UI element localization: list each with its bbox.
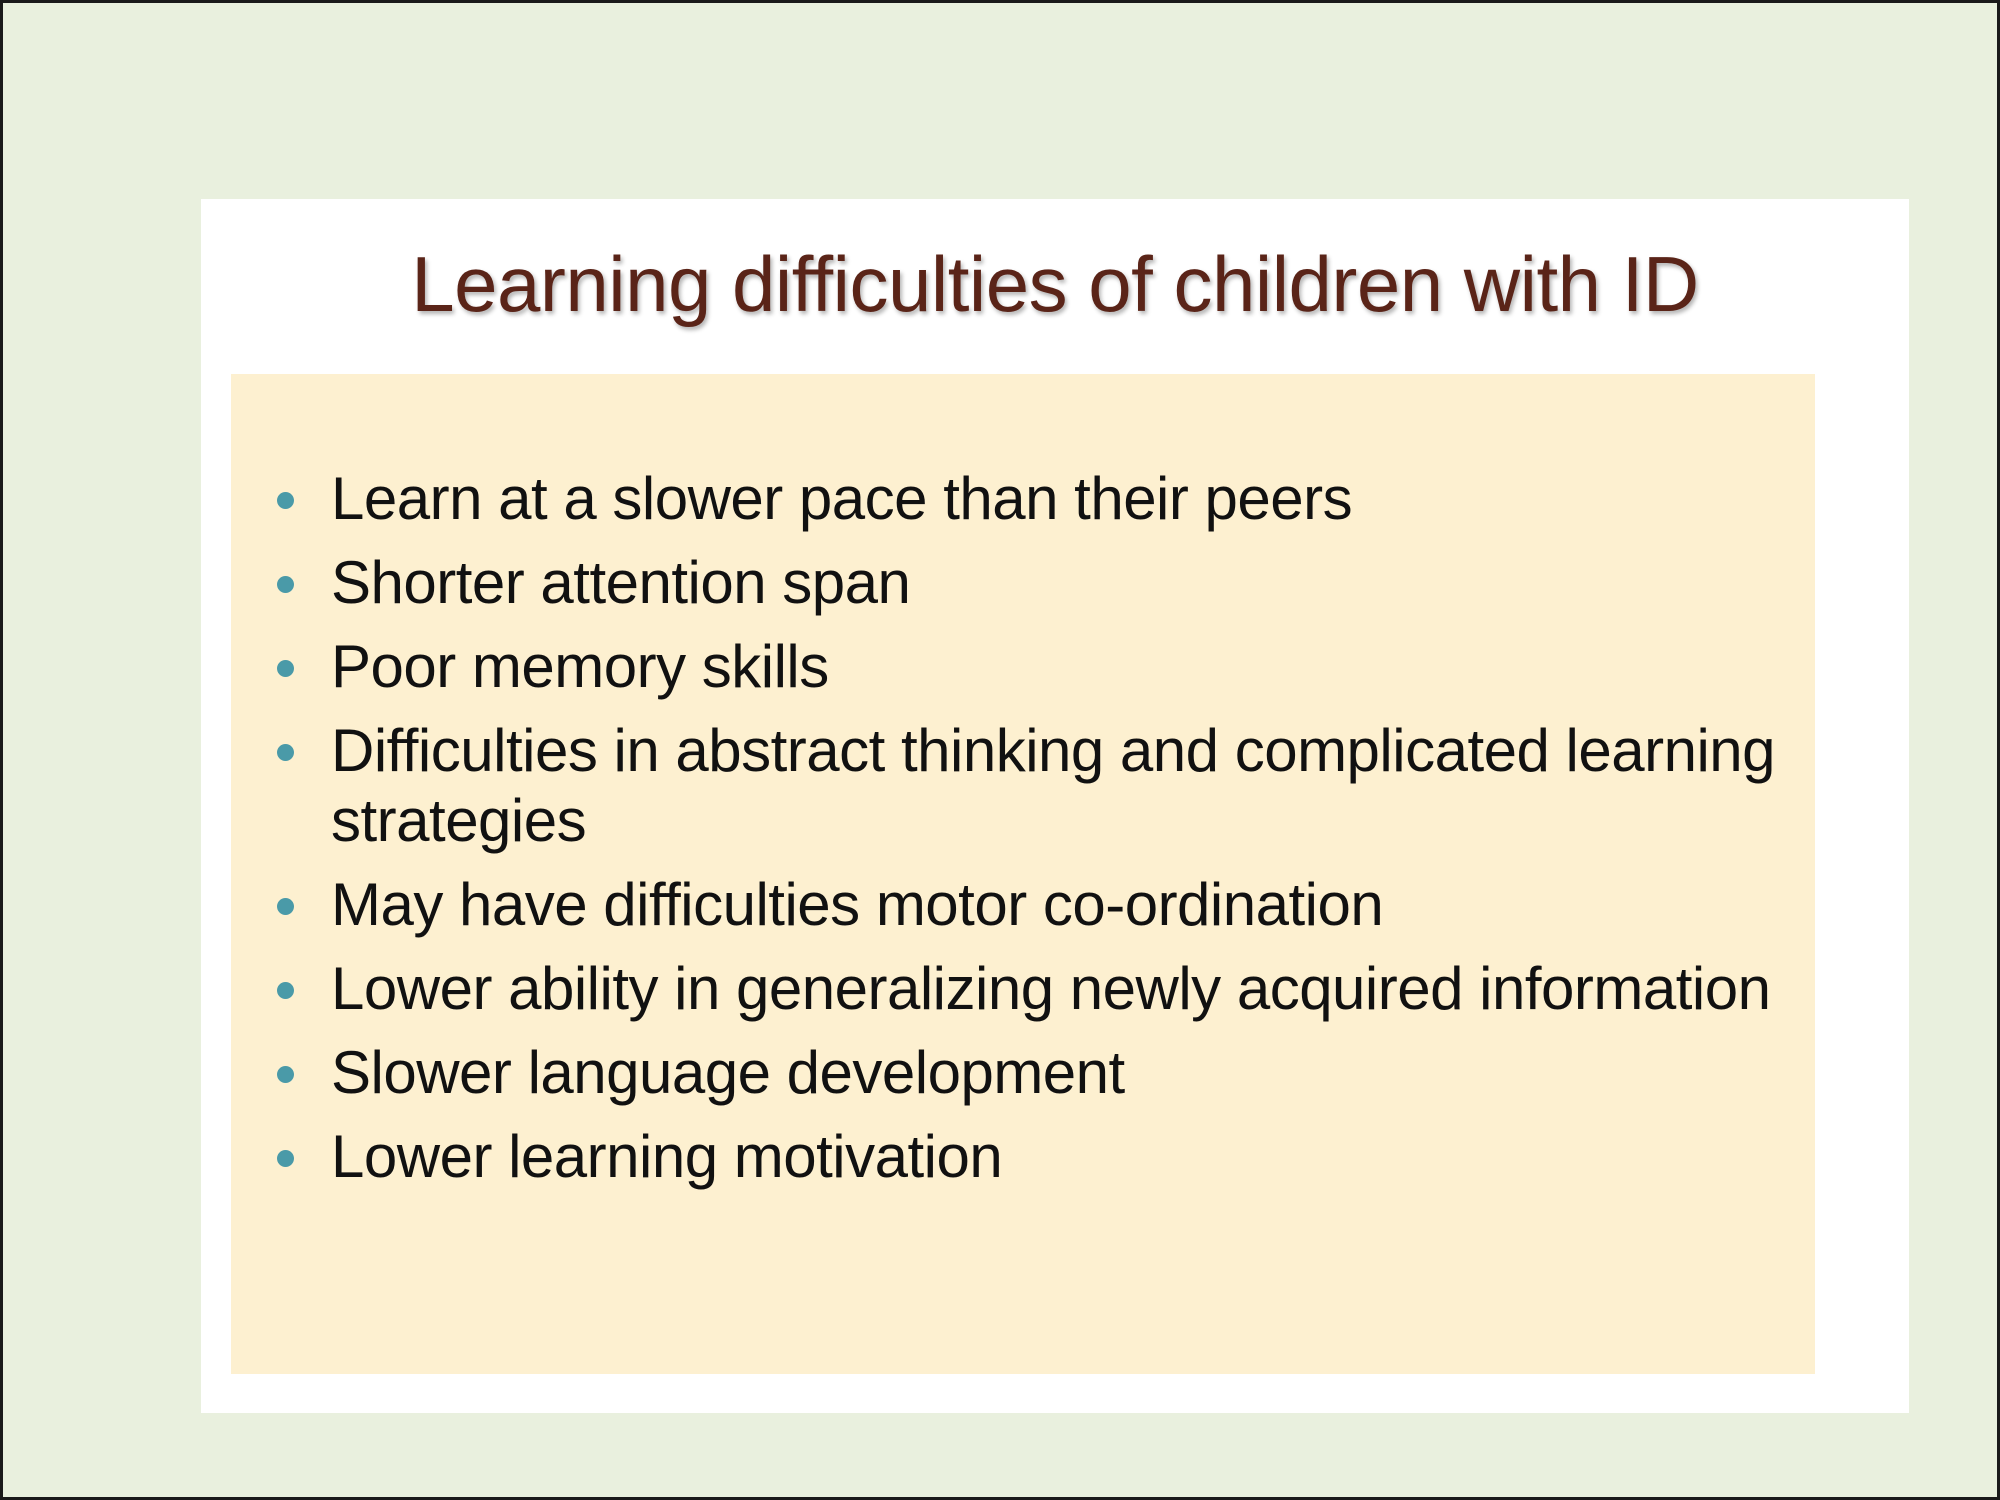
bullet-text: Difficulties in abstract thinking and co… — [331, 717, 1776, 854]
bullet-dot-icon — [277, 1066, 294, 1083]
bullet-text: Lower ability in generalizing newly acqu… — [331, 955, 1771, 1022]
bullet-text: May have difficulties motor co-ordinatio… — [331, 871, 1384, 938]
slide-card: Learning difficulties of children with I… — [201, 199, 1909, 1413]
bullet-text: Poor memory skills — [331, 633, 829, 700]
bullet-dot-icon — [277, 982, 294, 999]
slide-title: Learning difficulties of children with I… — [411, 240, 1699, 328]
content-box: Learn at a slower pace than their peers … — [231, 374, 1815, 1374]
bullet-text: Learn at a slower pace than their peers — [331, 465, 1353, 532]
bullet-dot-icon — [277, 492, 294, 509]
bullet-dot-icon — [277, 1150, 294, 1167]
bullet-dot-icon — [277, 744, 294, 761]
bullet-item: Learn at a slower pace than their peers — [271, 464, 1791, 534]
bullet-list: Learn at a slower pace than their peers … — [271, 464, 1791, 1206]
bullet-item: May have difficulties motor co-ordinatio… — [271, 870, 1791, 940]
bullet-dot-icon — [277, 576, 294, 593]
bullet-text: Shorter attention span — [331, 549, 911, 616]
bullet-item: Lower ability in generalizing newly acqu… — [271, 954, 1791, 1024]
bullet-dot-icon — [277, 898, 294, 915]
bullet-item: Slower language development — [271, 1038, 1791, 1108]
bullet-item: Difficulties in abstract thinking and co… — [271, 716, 1791, 856]
bullet-item: Shorter attention span — [271, 548, 1791, 618]
bullet-item: Poor memory skills — [271, 632, 1791, 702]
bullet-text: Slower language development — [331, 1039, 1125, 1106]
bullet-dot-icon — [277, 660, 294, 677]
bullet-text: Lower learning motivation — [331, 1123, 1003, 1190]
bullet-item: Lower learning motivation — [271, 1122, 1791, 1192]
